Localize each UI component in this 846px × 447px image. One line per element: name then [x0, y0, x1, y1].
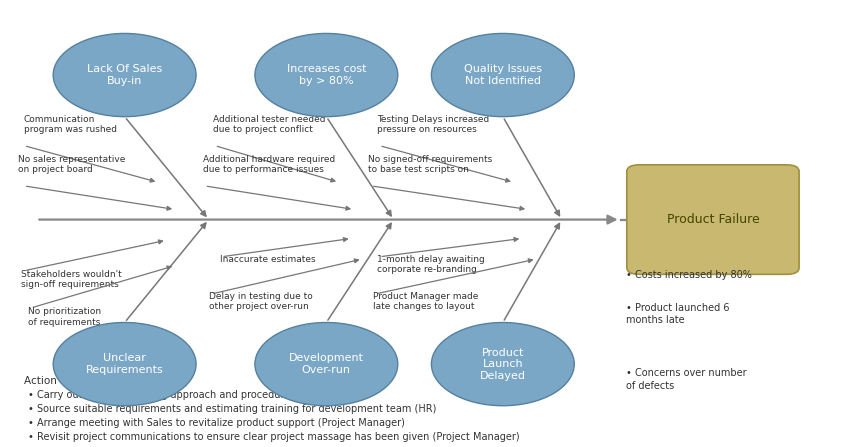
- Text: 1-month delay awaiting
corporate re-branding: 1-month delay awaiting corporate re-bran…: [376, 255, 485, 274]
- Text: Testing Delays increased
pressure on resources: Testing Delays increased pressure on res…: [376, 115, 489, 134]
- Text: Quality Issues
Not Identified: Quality Issues Not Identified: [464, 64, 541, 86]
- Text: Communication
program was rushed: Communication program was rushed: [24, 115, 117, 134]
- Text: No signed-off requirements
to base test scripts on: No signed-off requirements to base test …: [368, 155, 492, 174]
- Text: Product
Launch
Delayed: Product Launch Delayed: [480, 347, 526, 381]
- Text: Increases cost
by > 80%: Increases cost by > 80%: [287, 64, 366, 86]
- Text: • Carry out review of testing approach and procedures (QA Manager): • Carry out review of testing approach a…: [28, 390, 366, 401]
- Text: Unclear
Requirements: Unclear Requirements: [85, 353, 163, 375]
- Text: Product Failure: Product Failure: [667, 213, 760, 226]
- Ellipse shape: [53, 34, 196, 117]
- Text: Product Manager made
late changes to layout: Product Manager made late changes to lay…: [372, 292, 478, 311]
- Text: Additional tester needed
due to project conflict: Additional tester needed due to project …: [213, 115, 326, 134]
- Text: No prioritization
of requirements: No prioritization of requirements: [28, 307, 102, 327]
- Text: • Revisit project communications to ensure clear project massage has been given : • Revisit project communications to ensu…: [28, 432, 519, 443]
- Text: • Source suitable requirements and estimating training for development team (HR): • Source suitable requirements and estim…: [28, 405, 437, 414]
- Text: Development
Over-run: Development Over-run: [288, 353, 364, 375]
- Text: Delay in testing due to
other project over-run: Delay in testing due to other project ov…: [209, 292, 312, 311]
- Text: • Product launched 6
months late: • Product launched 6 months late: [626, 303, 730, 325]
- Text: Action Plan:: Action Plan:: [24, 376, 85, 386]
- FancyBboxPatch shape: [627, 165, 799, 274]
- Ellipse shape: [431, 322, 574, 406]
- Ellipse shape: [53, 322, 196, 406]
- Text: Lack Of Sales
Buy-in: Lack Of Sales Buy-in: [87, 64, 162, 86]
- Text: Stakeholders wouldn't
sign-off requirements: Stakeholders wouldn't sign-off requireme…: [21, 270, 122, 289]
- Ellipse shape: [255, 34, 398, 117]
- Text: • Concerns over number
of defects: • Concerns over number of defects: [626, 368, 747, 391]
- Ellipse shape: [255, 322, 398, 406]
- Text: • Costs increased by 80%: • Costs increased by 80%: [626, 270, 752, 280]
- Text: Additional hardware required
due to performance issues: Additional hardware required due to perf…: [203, 155, 335, 174]
- Text: Inaccurate estimates: Inaccurate estimates: [220, 255, 316, 264]
- Text: No sales representative
on project board: No sales representative on project board: [18, 155, 125, 174]
- Text: • Arrange meeting with Sales to revitalize product support (Project Manager): • Arrange meeting with Sales to revitali…: [28, 418, 405, 428]
- Ellipse shape: [431, 34, 574, 117]
